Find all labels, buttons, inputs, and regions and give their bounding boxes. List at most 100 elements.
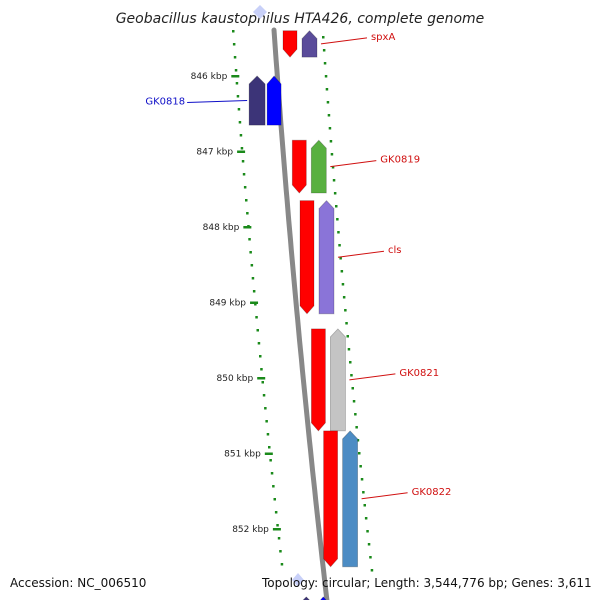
track-dot [250,264,254,267]
gene-arrow [266,75,282,126]
ruler-tick [264,452,273,455]
label-leader-line [187,100,248,104]
track-dot [366,530,369,533]
track-dot [238,121,242,124]
cds-bar [301,30,318,58]
ruler-tick-label: 850 kbp [217,374,254,384]
track-dot [345,322,348,325]
gene-label-cls[interactable]: cls [388,245,402,256]
track-dot [322,49,326,52]
gene-label-GK0818[interactable]: GK0818 [145,97,185,108]
accession-text: Accession: NC_006510 [10,576,146,590]
ruler-tick [243,226,252,229]
track-dot [243,186,247,189]
track-dot [245,199,248,202]
track-dot [269,459,272,462]
track-dot [324,75,328,78]
track-dot [333,192,337,195]
track-dot [255,316,258,319]
ruler-tick-label: 851 kbp [224,450,261,460]
track-dot [259,355,262,358]
gene-arrow [291,139,307,194]
track-dot [340,270,344,273]
track-dot [337,231,340,234]
track-dot [339,257,342,260]
track-dot [364,517,368,520]
track-dot [262,394,266,397]
track-dot [356,439,360,442]
cds-bar [302,596,310,600]
track-dot [277,537,281,540]
track-dot [351,387,354,390]
track-dot [234,69,238,72]
gene-label-GK0821[interactable]: GK0821 [399,368,439,379]
track-dot [331,166,335,169]
track-dot [232,43,236,46]
track-dot [236,95,240,98]
label-leader-line [349,373,396,381]
track-dot [265,420,268,423]
track-dot [242,173,246,176]
track-dot [342,296,346,299]
ruler-tick-label: 846 kbp [191,72,228,82]
track-dot [326,101,330,104]
ruler-tick [257,377,266,380]
track-dot [355,426,358,429]
track-dot [270,472,274,475]
track-dot [349,361,352,364]
track-dot [239,134,243,137]
track-dot [322,36,325,39]
track-dot [232,30,235,33]
top-marker-icon [253,5,267,19]
track-dot [346,335,349,338]
track-dot [241,160,245,163]
kbp-ruler: 846 kbp 847 kbp 848 kbp 849 kbp 850 kbp 851 k… [191,72,281,535]
track-dot [279,550,282,553]
track-dot [256,329,259,332]
label-leader-line [320,37,368,45]
gene-labels: spxAGK0818GK0819clsGK0821GK0822GK0823 [145,32,452,500]
gene-arrow [320,596,327,600]
gene-arrow [282,30,298,58]
track-dot [367,543,371,546]
track-dot [251,277,255,280]
track-dot [327,114,331,117]
label-leader-line [361,492,408,500]
track-dot [335,205,338,208]
ruler-tick [231,75,240,78]
track-dot [257,342,261,345]
label-leader-line [337,250,385,258]
track-dot [352,400,356,403]
ruler-tick-label: 852 kbp [232,525,269,535]
track-dot [323,62,327,65]
cds-bar [329,328,346,432]
track-dot [354,413,357,416]
track-dot [252,290,256,293]
ruler-tick-label: 848 kbp [203,223,240,233]
ruler-tick-label: 847 kbp [196,148,233,158]
track-dot [260,368,263,371]
gene-label-GK0819[interactable]: GK0819 [380,155,420,166]
genome-backbone [271,27,330,600]
cds-bar [342,430,359,568]
gene-arrow [323,430,339,568]
track-dot [350,374,353,377]
track-dot [370,569,374,572]
track-dot [266,433,270,436]
track-dot [329,140,333,143]
gene-arrow [299,200,315,315]
track-dot [359,465,362,468]
gene-label-spxA[interactable]: spxA [371,32,395,43]
cds-bar [248,75,266,126]
track-dot [332,179,336,182]
track-dot [325,88,329,91]
track-dot [341,283,345,286]
track-dot [369,556,372,559]
gene-label-GK0822[interactable]: GK0822 [412,487,452,498]
track-dot [338,244,341,247]
track-dot [248,238,251,241]
ruler-tick [272,528,281,531]
track-dot [246,212,249,215]
track-dot [363,504,366,507]
